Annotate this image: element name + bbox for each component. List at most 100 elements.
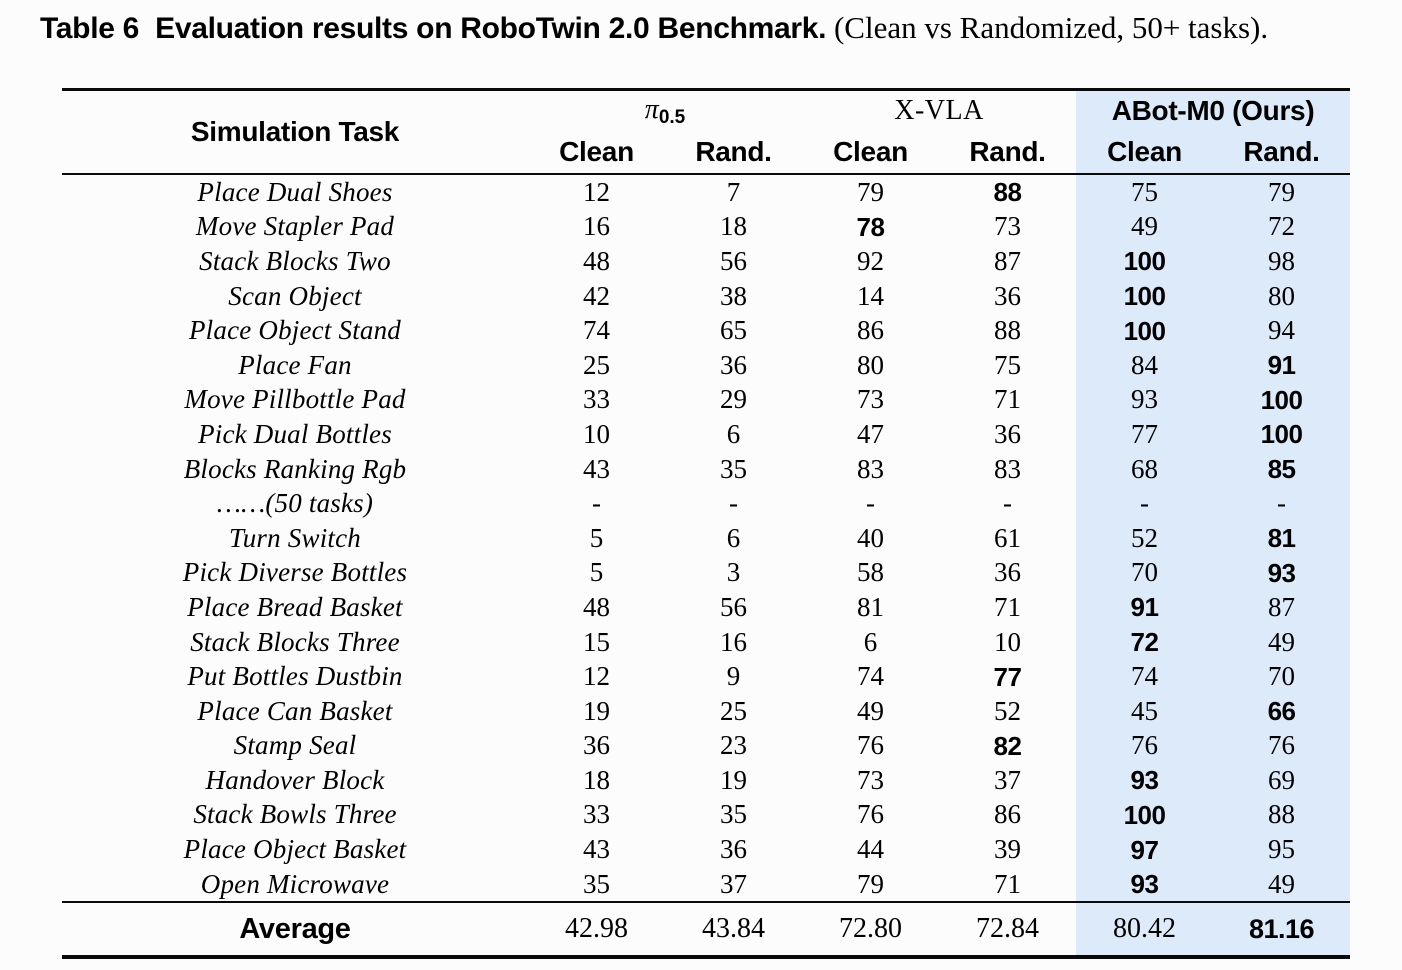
table-row: Stack Bowls Three 33 35 76 86 100 88	[62, 797, 1351, 833]
caption-serif-text: (Clean vs Randomized, 50+ tasks).	[826, 10, 1269, 45]
subheader-xvla-rand: Rand.	[939, 131, 1077, 175]
score-cell: 33	[583, 799, 610, 830]
score-cell: 25	[583, 349, 610, 380]
score-cell: 6	[726, 522, 741, 553]
task-name: Blocks Ranking Rgb	[183, 453, 407, 484]
score-cell: 73	[994, 211, 1022, 242]
table-row: Put Bottles Dustbin 12 9 74 77 74 70	[62, 659, 1351, 694]
score-cell: 18	[583, 764, 610, 795]
score-cell: 72	[1076, 624, 1214, 660]
table-row: Pick Dual Bottles 10 6 47 36 77 100	[62, 417, 1351, 452]
score-cell: -	[729, 488, 738, 519]
task-name: Place Object Basket	[183, 834, 407, 865]
score-cell: 52	[994, 695, 1022, 726]
score-cell: 93	[1076, 382, 1214, 418]
average-score-cell: 81.16	[1213, 901, 1351, 958]
score-cell: 9	[726, 661, 741, 692]
subheader-abot-clean: Clean	[1076, 131, 1214, 175]
score-cell: 36	[720, 349, 747, 380]
table-caption: Table 6 Evaluation results on RoboTwin 2…	[40, 10, 1268, 46]
score-cell: 15	[583, 626, 610, 657]
score-cell: 100	[1076, 244, 1214, 279]
task-name: Place Dual Shoes	[197, 176, 393, 207]
column-group-xvla: X-VLA	[894, 95, 984, 126]
table-row: Turn Switch 5 6 40 61 52 81	[62, 520, 1351, 556]
score-cell: 36	[994, 418, 1022, 449]
score-cell: 66	[1213, 693, 1351, 729]
score-cell: 73	[857, 384, 885, 415]
table-row: Scan Object 42 38 14 36 100 80	[62, 278, 1351, 314]
score-cell: 74	[583, 315, 610, 346]
score-cell: 94	[1213, 313, 1351, 348]
score-cell: 6	[726, 418, 741, 449]
average-score-cell: 72.80	[802, 901, 940, 958]
score-cell: 79	[857, 868, 885, 899]
score-cell: 83	[994, 453, 1022, 484]
table-row: Stack Blocks Two 48 56 92 87 100 98	[62, 244, 1351, 279]
score-cell: 56	[720, 245, 747, 276]
score-cell: 87	[1213, 590, 1351, 625]
score-cell: 76	[857, 730, 885, 761]
score-cell: 44	[857, 834, 885, 865]
score-cell: 81	[1213, 520, 1351, 556]
score-cell: 43	[583, 453, 610, 484]
task-name: Handover Block	[205, 764, 385, 795]
task-name: Stack Blocks Three	[190, 626, 400, 657]
table-row: Move Stapler Pad 16 18 78 73 49 72	[62, 209, 1351, 245]
score-cell: 35	[583, 868, 610, 899]
average-score-cell: 80.42	[1076, 901, 1214, 958]
score-cell: 48	[583, 591, 610, 622]
subheader-xvla-clean: Clean	[802, 131, 940, 175]
score-cell: 36	[720, 834, 747, 865]
header-sub-row: Clean Rand. Clean Rand. Clean Rand.	[62, 131, 1351, 175]
score-cell: 61	[994, 522, 1022, 553]
average-score-cell: 42.98	[528, 901, 665, 958]
score-cell: 76	[857, 799, 885, 830]
score-cell: 33	[583, 384, 610, 415]
pi-subscript: 0.5	[658, 106, 686, 128]
score-cell: 98	[1213, 244, 1351, 279]
score-cell: 92	[857, 245, 885, 276]
score-cell: 42	[583, 280, 610, 311]
table-row: Open Microwave 35 37 79 71 93 49	[62, 866, 1351, 903]
score-cell: 29	[720, 384, 747, 415]
score-cell: 93	[1213, 555, 1351, 591]
table-row: ……(50 tasks) - - - - - -	[62, 486, 1351, 521]
score-cell: 72	[1213, 209, 1351, 245]
column-group-pi05: π0.5	[528, 90, 802, 132]
task-name: Place Fan	[238, 349, 352, 380]
table-row: Place Bread Basket 48 56 81 71 91 87	[62, 590, 1351, 625]
score-cell: 12	[583, 176, 610, 207]
score-cell: -	[592, 488, 601, 519]
column-header-simulation-task: Simulation Task	[62, 89, 528, 175]
task-name: Stack Blocks Two	[199, 245, 391, 276]
score-cell: 93	[1076, 866, 1214, 903]
score-cell: 35	[720, 453, 747, 484]
score-cell: 79	[1213, 174, 1351, 210]
score-cell: 36	[994, 280, 1022, 311]
score-cell: 35	[720, 799, 747, 830]
task-name: Open Microwave	[200, 868, 390, 899]
pi-symbol: π	[644, 93, 659, 125]
score-cell: 80	[1213, 278, 1351, 314]
score-cell: -	[1003, 488, 1013, 519]
task-name: Move Stapler Pad	[195, 211, 395, 242]
table-row: Blocks Ranking Rgb 43 35 83 83 68 85	[62, 451, 1351, 487]
score-cell: 16	[583, 211, 610, 242]
score-cell: 36	[994, 557, 1022, 588]
score-cell: 97	[1076, 832, 1214, 867]
table-row: Stamp Seal 36 23 76 82 76 76	[62, 728, 1351, 764]
score-cell: 70	[1076, 555, 1214, 591]
task-name: Pick Diverse Bottles	[182, 557, 408, 588]
score-cell: 86	[994, 799, 1022, 830]
score-cell: 49	[857, 695, 885, 726]
score-cell: 88	[1213, 797, 1351, 833]
score-cell: 52	[1076, 520, 1214, 556]
task-name: Pick Dual Bottles	[198, 418, 392, 449]
table-row: Place Fan 25 36 80 75 84 91	[62, 347, 1351, 383]
score-cell: -	[1076, 486, 1214, 521]
score-cell: 47	[857, 418, 885, 449]
score-cell: 37	[994, 764, 1022, 795]
score-cell: 100	[1076, 313, 1214, 348]
score-cell: 36	[583, 730, 610, 761]
